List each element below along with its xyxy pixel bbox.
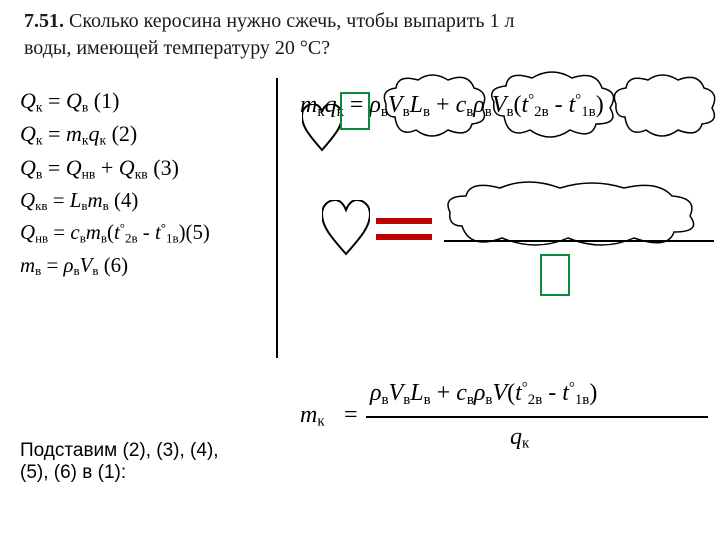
eq-6: mв = ρвVв (6) — [20, 253, 270, 279]
heart-icon-2 — [322, 200, 370, 256]
problem-text-1: Сколько керосина нужно сжечь, чтобы выпа… — [69, 10, 514, 32]
eq-4: Qкв = Lвmв (4) — [20, 188, 270, 214]
eq-5: Qнв = cвmв(t°2в - t°1в)(5) — [20, 220, 270, 246]
fraction-bar-upper — [444, 240, 714, 242]
substitute-line-2: (5), (6) в (1): — [20, 462, 270, 484]
big-equals — [376, 218, 432, 250]
substitute-line-1: Подставим (2), (3), (4), — [20, 440, 270, 462]
cloud-overlay-3 — [610, 72, 720, 142]
problem-statement: 7.51. Сколько керосина нужно сжечь, чтоб… — [24, 8, 708, 62]
left-equations: Qк = Qв (1) Qк = mкqк (2) Qв = Qнв + Qкв… — [20, 88, 270, 285]
problem-text-2: воды, имеющей температуру 20 °С? — [24, 37, 330, 59]
heart-icon-1 — [302, 104, 342, 152]
eq-2: Qк = mкqк (2) — [20, 121, 270, 148]
bottom-denominator: qк — [510, 424, 529, 453]
bottom-lhs: mк — [300, 402, 325, 431]
eq-1: Qк = Qв (1) — [20, 88, 270, 115]
highlight-box-denominator — [540, 254, 570, 296]
eq-3: Qв = Qнв + Qкв (3) — [20, 155, 270, 182]
bottom-numerator: ρвVвLв + cвρвV(t°2в - t°1в) — [370, 380, 597, 409]
problem-number: 7.51. — [24, 10, 64, 32]
bottom-equals: = — [344, 402, 358, 429]
column-divider — [276, 78, 278, 358]
fraction-bar-lower — [366, 416, 708, 418]
substitute-note: Подставим (2), (3), (4), (5), (6) в (1): — [20, 440, 270, 484]
highlight-box-qk — [340, 92, 370, 130]
